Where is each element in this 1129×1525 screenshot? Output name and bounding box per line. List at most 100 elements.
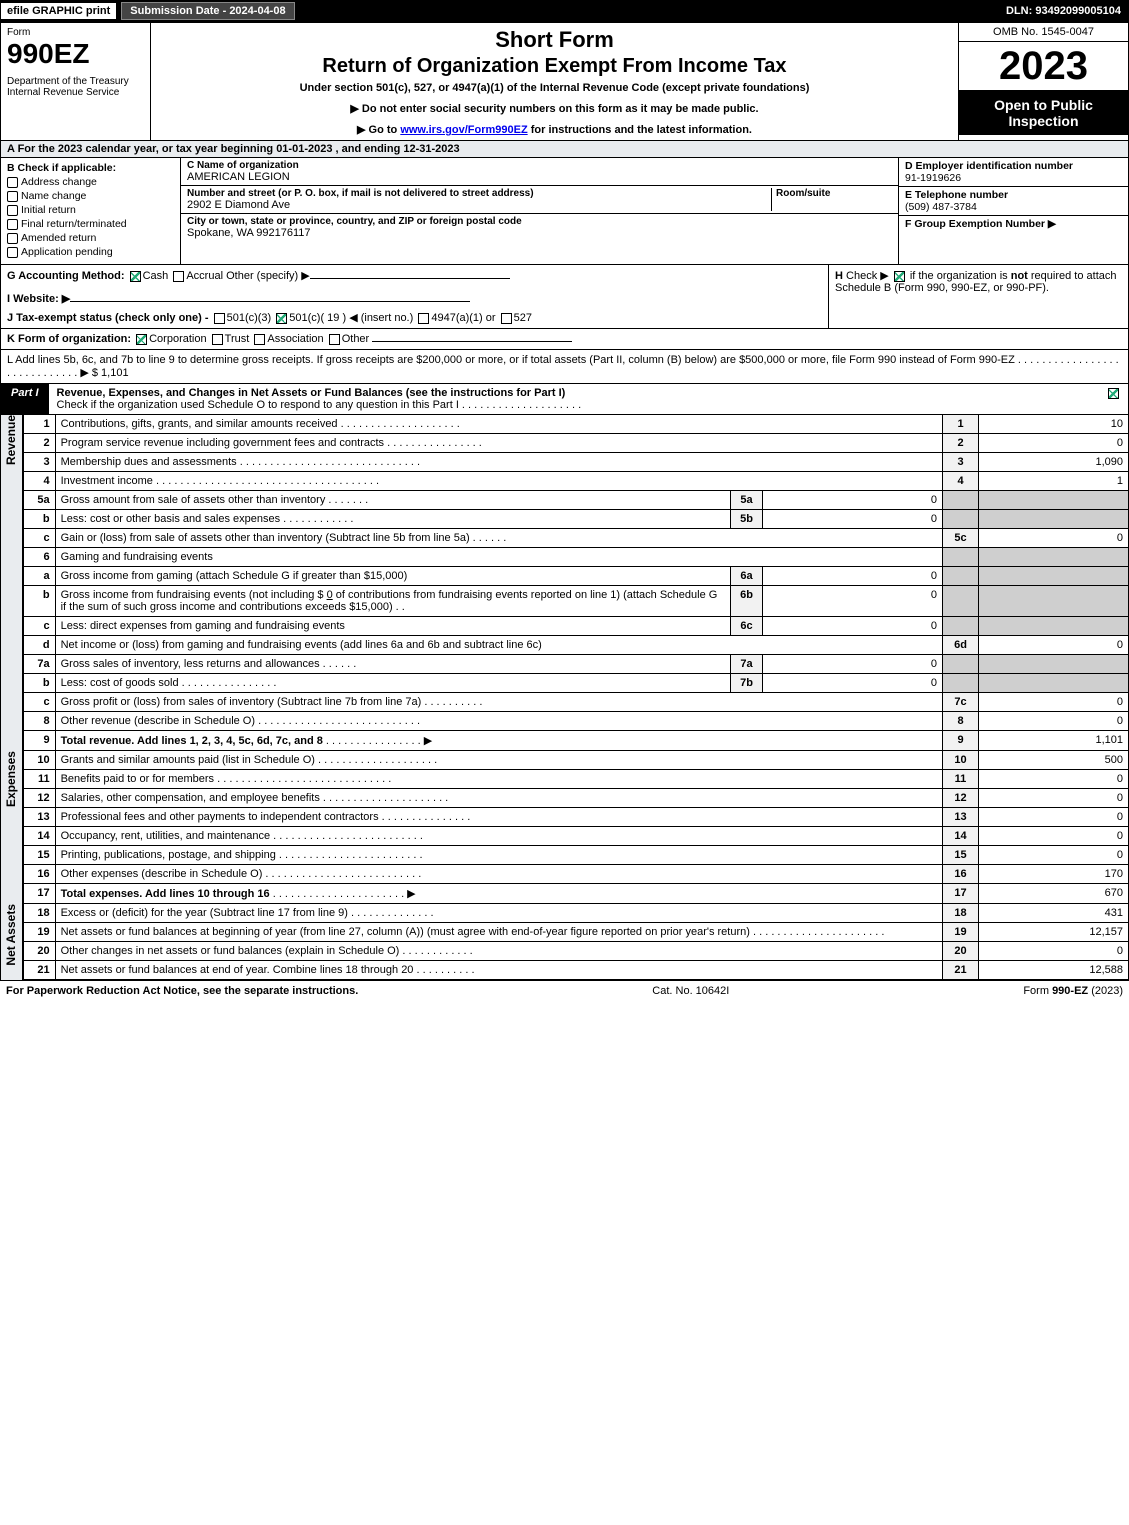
rt-val-shaded: [979, 586, 1129, 617]
header-center: Short Form Return of Organization Exempt…: [151, 23, 958, 140]
line-17: 17Total expenses. Add lines 10 through 1…: [23, 884, 1128, 904]
website-input[interactable]: [70, 301, 470, 302]
chk-accrual[interactable]: [173, 271, 184, 282]
line-10: 10Grants and similar amounts paid (list …: [23, 751, 1128, 770]
k-other-input[interactable]: [372, 341, 572, 342]
c-room-label: Room/suite: [776, 188, 892, 199]
line-desc: Professional fees and other payments to …: [61, 811, 379, 823]
row-k: K Form of organization: Corporation Trus…: [0, 329, 1129, 350]
line-desc: Salaries, other compensation, and employ…: [61, 792, 320, 804]
chk-label: Final return/terminated: [21, 218, 127, 230]
rt-num: 3: [943, 453, 979, 472]
mid-num: 6a: [731, 567, 763, 586]
expenses-table: 10Grants and similar amounts paid (list …: [23, 751, 1129, 904]
line-num: b: [23, 586, 55, 617]
k-label: K Form of organization:: [7, 333, 131, 345]
form-header: Form 990EZ Department of the Treasury In…: [0, 22, 1129, 141]
chk-h[interactable]: [894, 271, 905, 282]
chk-527[interactable]: [501, 313, 512, 324]
line-desc: Gross sales of inventory, less returns a…: [61, 658, 320, 670]
footer-center: Cat. No. 10642I: [358, 985, 1023, 997]
rt-val-shaded: [979, 491, 1129, 510]
rt-num: 2: [943, 434, 979, 453]
chk-initial-return[interactable]: Initial return: [7, 204, 174, 216]
chk-address-change[interactable]: Address change: [7, 176, 174, 188]
expenses-vlabel-text: Expenses: [4, 751, 18, 807]
g-accrual: Accrual: [186, 270, 223, 282]
note-goto-post: for instructions and the latest informat…: [528, 124, 752, 136]
line-5c: cGain or (loss) from sale of assets othe…: [23, 529, 1128, 548]
rt-num: 5c: [943, 529, 979, 548]
revenue-section: Revenue 1Contributions, gifts, grants, a…: [0, 415, 1129, 751]
revenue-table: 1Contributions, gifts, grants, and simil…: [23, 415, 1129, 751]
efile-print[interactable]: efile GRAPHIC print: [0, 2, 117, 20]
chk-cash[interactable]: [130, 271, 141, 282]
chk-other-org[interactable]: [329, 334, 340, 345]
line-num: b: [23, 674, 55, 693]
line-desc: Investment income: [61, 475, 153, 487]
rt-num-shaded: [943, 510, 979, 529]
line-desc: Excess or (deficit) for the year (Subtra…: [61, 907, 348, 919]
row-a-text: A For the 2023 calendar year, or tax yea…: [7, 143, 460, 155]
line-desc: Printing, publications, postage, and shi…: [61, 849, 276, 861]
part1-schedule-o-check[interactable]: [1098, 384, 1128, 414]
line-6c: cLess: direct expenses from gaming and f…: [23, 617, 1128, 636]
rt-num-shaded: [943, 567, 979, 586]
line-num: 7a: [23, 655, 55, 674]
f-row: F Group Exemption Number ▶: [899, 216, 1128, 232]
chk-amended-return[interactable]: Amended return: [7, 232, 174, 244]
chk-corporation[interactable]: [136, 334, 147, 345]
b-title: B Check if applicable:: [7, 162, 174, 174]
chk-4947[interactable]: [418, 313, 429, 324]
k-trust: Trust: [225, 333, 250, 345]
line-3: 3Membership dues and assessments . . . .…: [23, 453, 1128, 472]
rt-num-shaded: [943, 586, 979, 617]
line-desc: Membership dues and assessments: [61, 456, 237, 468]
rt-num: 18: [943, 904, 979, 923]
line-num: 12: [23, 789, 55, 808]
line-num: 10: [23, 751, 55, 770]
checkbox-icon: [1108, 388, 1119, 399]
rt-num: 16: [943, 865, 979, 884]
note-ssn: ▶ Do not enter social security numbers o…: [159, 102, 950, 115]
c-street-row: Number and street (or P. O. box, if mail…: [181, 186, 898, 214]
chk-501c3[interactable]: [214, 313, 225, 324]
chk-501c[interactable]: [276, 313, 287, 324]
footer-right-post: (2023): [1088, 985, 1123, 997]
line-18: 18 Excess or (deficit) for the year (Subt…: [23, 904, 1128, 923]
line-6: 6Gaming and fundraising events: [23, 548, 1128, 567]
chk-association[interactable]: [254, 334, 265, 345]
return-title: Return of Organization Exempt From Incom…: [159, 55, 950, 78]
rt-val: 431: [979, 904, 1129, 923]
chk-trust[interactable]: [212, 334, 223, 345]
rt-val: 0: [979, 808, 1129, 827]
line-desc: Net income or (loss) from gaming and fun…: [61, 639, 542, 651]
e-label: E Telephone number: [905, 189, 1122, 201]
g-other-input[interactable]: [310, 278, 510, 279]
chk-name-change[interactable]: Name change: [7, 190, 174, 202]
j-label: J Tax-exempt status (check only one) -: [7, 312, 209, 324]
c-city-row: City or town, state or province, country…: [181, 214, 898, 241]
rt-val: 0: [979, 827, 1129, 846]
line-num: 18: [23, 904, 55, 923]
chk-final-return[interactable]: Final return/terminated: [7, 218, 174, 230]
ein: 91-1919626: [905, 172, 1122, 184]
line-7a: 7a Gross sales of inventory, less returns…: [23, 655, 1128, 674]
line-desc: Program service revenue including govern…: [61, 437, 384, 449]
irs-link[interactable]: www.irs.gov/Form990EZ: [400, 124, 527, 136]
rt-val: 670: [979, 884, 1129, 904]
mid-num: 6b: [731, 586, 763, 617]
line-16: 16Other expenses (describe in Schedule O…: [23, 865, 1128, 884]
org-name: AMERICAN LEGION: [187, 171, 892, 183]
mid-val: 0: [763, 491, 943, 510]
chk-application-pending[interactable]: Application pending: [7, 246, 174, 258]
checkbox-icon: [7, 219, 18, 230]
line-desc: Gross profit or (loss) from sales of inv…: [61, 696, 422, 708]
line-desc: Gross income from gaming (attach Schedul…: [61, 570, 408, 582]
i-label: I Website: ▶: [7, 293, 70, 305]
line-6b: bGross income from fundraising events (n…: [23, 586, 1128, 617]
line-num: 14: [23, 827, 55, 846]
mid-val: 0: [763, 617, 943, 636]
line-num: 19: [23, 923, 55, 942]
line-desc: Gross amount from sale of assets other t…: [61, 494, 326, 506]
